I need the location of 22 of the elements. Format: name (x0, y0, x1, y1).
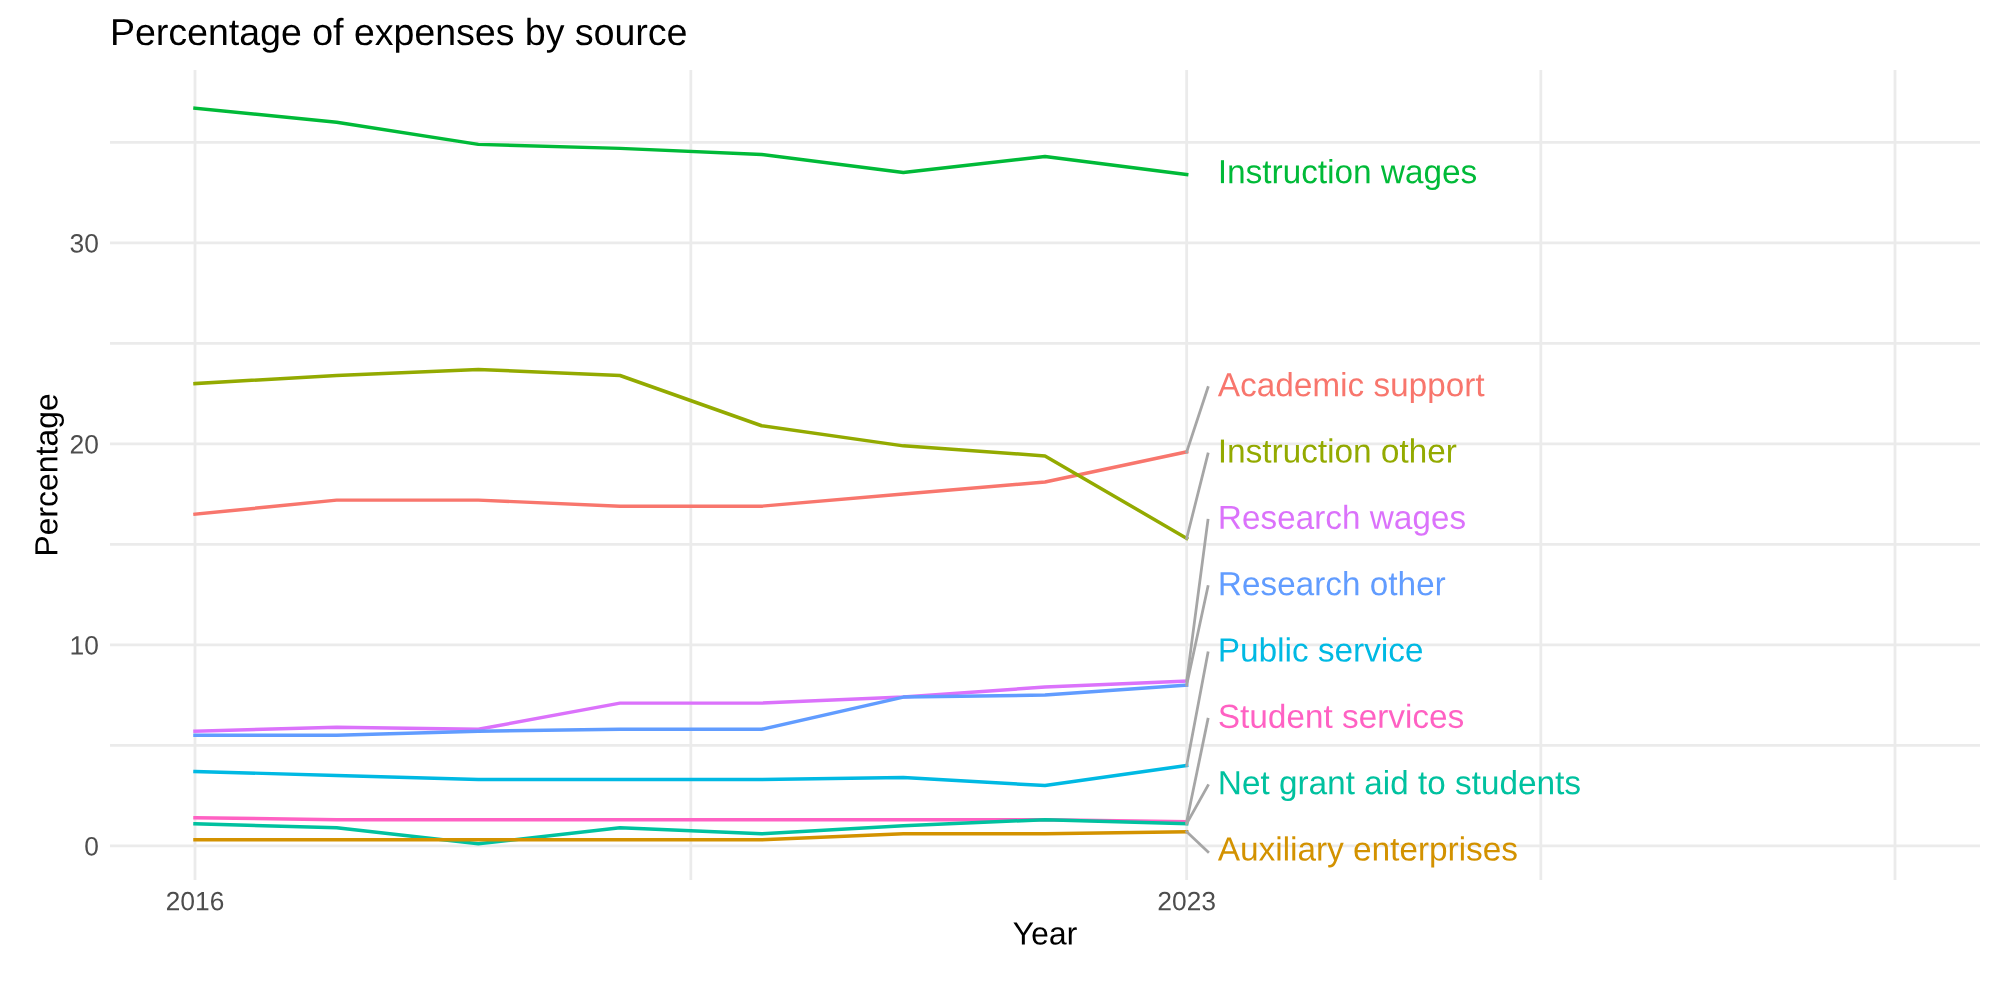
text: Student services (1219, 703, 1464, 729)
y-tick-label: 30 (70, 233, 98, 253)
text: Instruction other (1220, 438, 1457, 463)
x-axis-title: Year (1013, 922, 1077, 945)
text: Public service (1220, 637, 1422, 662)
series-label: Instruction wages (1220, 158, 1477, 191)
text: Research wages (1220, 504, 1465, 536)
y-axis-title: Percentage (35, 394, 64, 555)
y-tick-label: 0 (85, 836, 98, 856)
series-label: Net grant aid to students (1220, 770, 1580, 802)
series-label: Auxiliary enterprises (1217, 836, 1517, 868)
line-series (193, 106, 1189, 177)
chart-title: Percentage of expenses by source (113, 17, 686, 53)
series-label: Academic support (1217, 372, 1485, 404)
line-series (193, 763, 1189, 788)
line-series (193, 450, 1189, 516)
x-tick-label: 2023 (1158, 891, 1215, 911)
x-tick-label: 2016 (166, 891, 224, 911)
text: Research other (1220, 571, 1446, 596)
y-tick-label: 10 (71, 635, 98, 655)
y-tick-label: 20 (70, 434, 98, 454)
line-series (193, 367, 1189, 541)
